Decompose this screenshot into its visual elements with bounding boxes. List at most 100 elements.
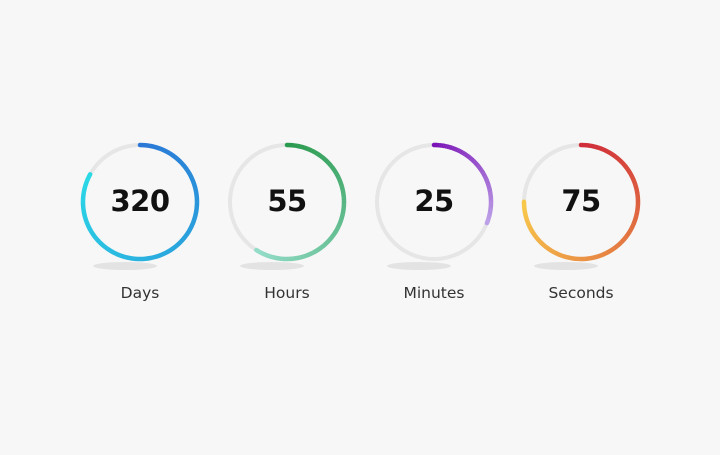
progress-arc-segment [468, 155, 473, 161]
progress-arc-segment [271, 254, 277, 261]
progress-arc-segment [254, 247, 262, 255]
progress-arc-segment [337, 220, 343, 226]
progress-arc-segment [449, 145, 453, 151]
progress-arc-segment [167, 246, 175, 254]
progress-arc-segment [184, 167, 192, 175]
progress-arc-segment [309, 148, 316, 154]
progress-arc-segment [593, 144, 600, 151]
progress-arc-segment [476, 164, 481, 169]
progress-arc-segment [163, 148, 170, 155]
progress-arc-segment [325, 237, 332, 244]
progress-arc-segment [102, 244, 110, 252]
progress-arc-segment [309, 250, 315, 257]
progress-arc-segment [585, 142, 591, 148]
progress-arc-segment [473, 161, 479, 166]
progress-arc-segment [323, 240, 330, 247]
progress-arc-segment [485, 180, 490, 184]
progress-arc-segment [337, 179, 344, 185]
progress-arc-segment [149, 254, 156, 261]
progress-arc-segment [553, 250, 561, 257]
timer-minutes: 25 Minutes [369, 140, 499, 310]
progress-arc-segment [302, 253, 308, 259]
progress-arc-segment [585, 256, 591, 262]
progress-arc-segment [629, 175, 636, 182]
progress-arc-segment [478, 167, 484, 172]
progress-arc-segment [167, 150, 175, 158]
progress-arc-segment [334, 172, 341, 178]
progress-arc-segment [535, 237, 543, 244]
timer-label: Hours [264, 284, 310, 302]
timer-label: Minutes [403, 284, 465, 302]
progress-arc-segment [631, 218, 638, 225]
progress-arc-segment [464, 152, 469, 158]
progress-arc-segment [328, 163, 335, 170]
timer-days: 320 Days [75, 140, 205, 310]
progress-arc-segment [456, 147, 461, 153]
progress-arc-segment [299, 254, 305, 260]
progress-arc-segment [532, 233, 540, 241]
progress-arc-segment [549, 248, 557, 255]
progress-arc-segment [482, 175, 488, 180]
progress-arc-segment [338, 217, 344, 223]
progress-arc-segment [326, 160, 333, 167]
progress-arc-segment [315, 246, 321, 253]
progress-arc-segment [300, 144, 306, 150]
progress-arc-segment [178, 159, 186, 167]
progress-arc-segment [312, 149, 319, 156]
progress-arc-segment [303, 145, 309, 152]
progress-arc-segment [622, 234, 629, 241]
progress-arc-segment [328, 235, 335, 241]
progress-arc-segment [145, 255, 151, 261]
progress-arc-segment [89, 229, 96, 237]
progress-arc-segment [627, 171, 634, 178]
progress-arc-segment [566, 255, 573, 261]
progress-arc-segment [84, 221, 91, 228]
progress-ring [228, 142, 347, 270]
timer-value: 320 [110, 184, 170, 218]
ring-shadow [93, 262, 157, 270]
progress-arc-segment [471, 158, 476, 164]
progress-arc-segment [472, 159, 478, 165]
progress-arc-segment [616, 240, 623, 248]
progress-arc-segment [562, 253, 569, 260]
progress-arc-segment [451, 145, 455, 151]
progress-arc-segment [454, 147, 459, 153]
progress-arc-segment [110, 249, 118, 257]
progress-arc-segment [526, 222, 533, 229]
progress-arc-segment [593, 254, 600, 260]
progress-arc-segment [293, 143, 299, 149]
timer-label: Days [120, 284, 160, 302]
progress-arc-segment [474, 162, 480, 168]
progress-arc-segment [545, 246, 553, 253]
progress-ring [80, 142, 200, 270]
progress-arc-segment [149, 143, 156, 150]
progress-arc-segment [625, 230, 632, 238]
progress-ring [521, 142, 641, 270]
progress-arc-segment [178, 236, 186, 244]
progress-arc-segment [120, 253, 127, 260]
progress-arc-segment [458, 148, 462, 154]
progress-arc-segment [448, 144, 452, 150]
progress-arc-segment [465, 153, 470, 159]
progress-ring [375, 142, 494, 270]
progress-arc-segment [589, 255, 595, 261]
progress-arc-segment [189, 220, 196, 227]
progress-arc-segment [622, 163, 630, 171]
progress-arc-segment [605, 149, 613, 156]
progress-arc-segment [171, 153, 179, 161]
progress-arc-segment [453, 146, 457, 152]
progress-arc-segment [95, 237, 102, 245]
progress-arc-segment [601, 147, 609, 154]
progress-arc-segment [334, 226, 340, 233]
progress-arc-segment [461, 150, 466, 156]
progress-arc-segment [542, 243, 549, 250]
progress-arc-segment [332, 169, 339, 175]
progress-arc-segment [184, 228, 192, 236]
progress-arc-segment [106, 247, 114, 254]
progress-arc-segment [609, 151, 617, 158]
progress-arc-segment [480, 170, 486, 175]
ring-shadow [387, 262, 451, 270]
progress-arc-segment [296, 255, 301, 261]
progress-arc-segment [616, 156, 624, 164]
progress-arc-segment [619, 237, 627, 245]
